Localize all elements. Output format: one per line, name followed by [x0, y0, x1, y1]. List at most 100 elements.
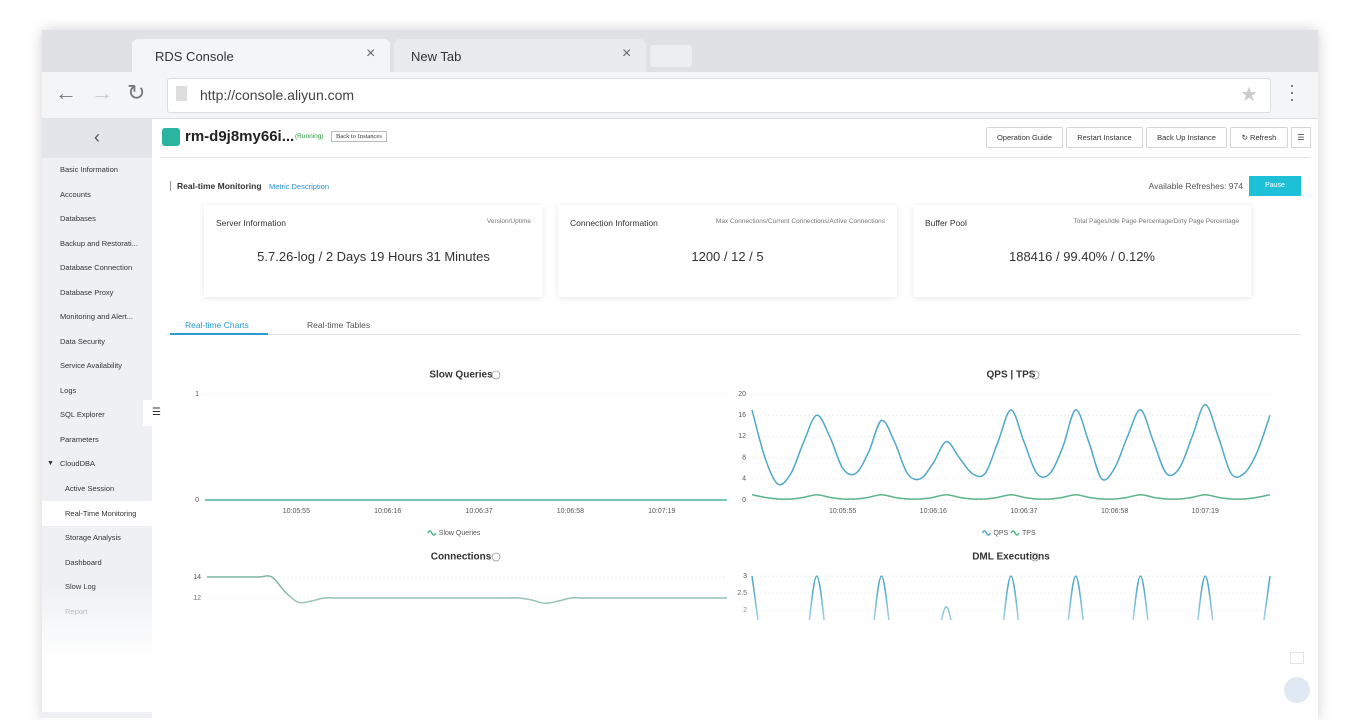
sidebar-item[interactable]: Basic Information [60, 165, 118, 174]
tab-title: RDS Console [155, 49, 234, 64]
card-title: Buffer Pool [925, 218, 967, 228]
sidebar-subitem[interactable]: Real-Time Monitoring [65, 508, 137, 518]
button-label: Restart Instance [1077, 133, 1132, 142]
section-link[interactable]: Metric Description [269, 182, 330, 191]
help-icon [1030, 370, 1040, 380]
card-value: 1200 / 12 / 5 [691, 249, 764, 264]
series-line [751, 403, 1271, 486]
tab-close[interactable]: × [366, 45, 376, 62]
y-tick-label: 16 [738, 412, 746, 419]
tab-new[interactable] [650, 45, 692, 67]
help-icon [1030, 552, 1040, 562]
sidebar-item[interactable]: Accounts [60, 189, 91, 199]
pause-button[interactable]: Pause [1249, 176, 1301, 196]
url: http://console.aliyun.com [200, 87, 355, 103]
sidebar-item[interactable]: Monitoring and Alert... [60, 312, 133, 321]
sidebar-item[interactable]: Parameters [60, 434, 99, 444]
y-tick-label: 1 [195, 391, 199, 398]
y-tick-label: 8 [742, 454, 746, 461]
tab-active[interactable] [132, 39, 390, 72]
view-toggle[interactable]: ☰ [1291, 127, 1311, 148]
header-button[interactable]: Back Up Instance [1146, 127, 1227, 148]
legend-label: TPS [1022, 530, 1036, 537]
sidebar-item[interactable]: Service Availability [60, 361, 122, 370]
y-tick-label: 14 [193, 574, 201, 581]
sidebar-item[interactable]: SQL Explorer [60, 410, 105, 419]
x-tick-label: 10:06:16 [920, 508, 947, 515]
card-subtitle: Version/Uptime [486, 218, 531, 225]
legend-label: Slow Queries [439, 530, 481, 537]
legend-symbol [427, 530, 437, 536]
x-tick-label: 10:05:55 [829, 508, 856, 515]
chart-title: DML Executions [972, 552, 1050, 563]
sidebar-handle[interactable]: ☰ [143, 400, 161, 426]
refreshes: Available Refreshes: 974 [1148, 181, 1243, 191]
chart-title: Connections [431, 552, 492, 563]
page-icon [176, 86, 187, 101]
legend-label: QPS [993, 530, 1008, 537]
x-tick-label: 10:06:37 [465, 508, 492, 515]
button-label: Operation Guide [996, 133, 1053, 142]
tab[interactable] [394, 39, 646, 72]
card-value: 188416 / 99.40% / 0.12% [1008, 249, 1155, 264]
x-tick-label: 10:05:55 [283, 508, 310, 515]
button-label: Back Up Instance [1157, 133, 1216, 142]
star[interactable]: ★ [1240, 84, 1258, 106]
card-subtitle: Total Pages/Idle Page Percentage/Dirty P… [1073, 218, 1240, 225]
info-card [913, 205, 1251, 297]
card-subtitle: Max Connections/Current Connections/Acti… [715, 218, 885, 225]
card-title: Server Information [216, 218, 286, 228]
chat-icon[interactable] [1290, 652, 1304, 664]
caret: ▼ [47, 460, 54, 467]
sidebar-collapse[interactable]: ‹ [42, 118, 152, 158]
instance-icon [162, 128, 180, 146]
chart-tab[interactable]: Real-time Charts [185, 320, 249, 330]
sidebar-subitem[interactable]: Active Session [65, 484, 115, 493]
section-bar [170, 181, 171, 191]
y-tick-label: 0 [742, 497, 746, 504]
info-card [558, 205, 897, 297]
sidebar-highlight [42, 501, 152, 526]
sidebar-item[interactable]: Logs [60, 385, 77, 395]
sidebar-item[interactable]: CloudDBA [60, 459, 96, 468]
help-icon [491, 370, 501, 380]
tab-title: New Tab [411, 49, 462, 64]
y-tick-label: 12 [738, 433, 746, 440]
x-tick-label: 10:06:58 [1101, 508, 1128, 515]
card-title: Connection Information [570, 218, 658, 228]
info-card [204, 205, 543, 297]
tab-close[interactable]: × [622, 45, 632, 62]
sidebar-item[interactable]: Database Proxy [60, 287, 114, 297]
chart-title: QPS | TPS [987, 370, 1036, 381]
y-tick-label: 4 [742, 476, 746, 483]
status: (Running) [295, 133, 324, 140]
url-box[interactable] [167, 78, 1271, 113]
sidebar-item[interactable]: Backup and Restorati... [60, 238, 138, 248]
series-line [751, 493, 1271, 500]
sidebar-subitem[interactable]: Dashboard [65, 557, 102, 567]
sidebar-item[interactable]: Data Security [60, 336, 106, 346]
header-button[interactable]: Operation Guide [986, 127, 1063, 148]
x-tick-label: 10:07:19 [1192, 508, 1219, 515]
header-button[interactable]: Restart Instance [1066, 127, 1143, 148]
instance-name: rm-d9j8my66i... [185, 128, 295, 145]
legend-symbol [981, 530, 992, 536]
tab-underline [170, 333, 268, 335]
x-tick-label: 10:06:58 [557, 508, 584, 515]
sidebar-item[interactable]: Databases [60, 214, 96, 223]
chart-title: Slow Queries [429, 370, 493, 381]
tabs-line [170, 334, 1301, 335]
sidebar-item[interactable]: Database Connection [60, 263, 133, 272]
sidebar-subitem[interactable]: Storage Analysis [65, 533, 121, 542]
card-value: 5.7.26-log / 2 Days 19 Hours 31 Minutes [257, 249, 490, 264]
menu[interactable]: · · · [1289, 75, 1295, 109]
help-bubble[interactable] [1284, 677, 1310, 703]
section-title: Real-time Monitoring [177, 181, 262, 191]
chart-tab[interactable]: Real-time Tables [307, 320, 371, 330]
refresh-icon: ↻ [1241, 133, 1251, 142]
nav-buttons[interactable]: ←→↻ [55, 80, 160, 105]
y-tick-label: 3 [743, 573, 747, 580]
header-button[interactable]: ↻ Refresh [1230, 127, 1288, 148]
back-button[interactable]: Back to Instances [331, 131, 387, 142]
